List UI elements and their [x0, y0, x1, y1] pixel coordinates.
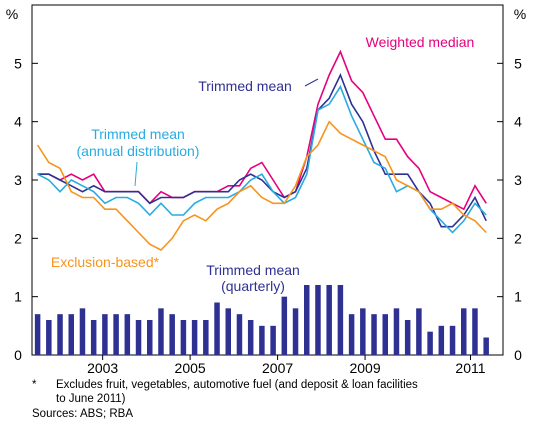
y-tick-label: 3: [514, 172, 522, 188]
bar: [382, 314, 388, 355]
x-tick-label: 2003: [87, 360, 118, 376]
bar: [113, 314, 119, 355]
bar: [102, 314, 108, 355]
bar: [34, 314, 41, 355]
bar: [438, 325, 445, 355]
series-label: Trimmed mean: [198, 78, 292, 94]
footnote: Excludes fruit, vegetables, automotive f…: [56, 379, 418, 391]
bar: [449, 325, 456, 355]
y-tick-label: 3: [14, 172, 22, 188]
plot-frame: [31, 4, 504, 356]
bar: [348, 314, 355, 355]
bar: [404, 320, 411, 355]
bar: [247, 320, 254, 355]
y-tick-label: 1: [514, 289, 522, 305]
bar: [79, 308, 86, 355]
bar: [371, 314, 377, 355]
y-tick-label: 2: [514, 230, 522, 246]
bar: [472, 308, 478, 355]
x-tick-label: 2009: [349, 360, 380, 376]
pointer: [304, 78, 319, 87]
y-unit-right: %: [514, 6, 526, 22]
bar: [180, 320, 187, 355]
y-unit-left: %: [6, 6, 18, 22]
bar: [270, 325, 276, 355]
y-tick-label: 5: [514, 55, 522, 71]
line: [37, 84, 487, 234]
bar: [416, 308, 422, 355]
footnote-marker: *: [32, 379, 37, 391]
y-tick-label: 5: [14, 55, 22, 71]
bar: [427, 331, 433, 355]
bar: [337, 285, 344, 355]
y-tick-label: 0: [514, 347, 522, 363]
bar: [147, 320, 153, 355]
bar: [214, 302, 220, 355]
series-note: (annual distribution): [77, 143, 200, 159]
x-tick-label: 2007: [262, 360, 293, 376]
footnote: to June 2011): [56, 393, 126, 405]
bar: [90, 320, 97, 355]
line: [37, 72, 487, 228]
y-tick-label: 0: [14, 347, 22, 363]
bar: [281, 296, 288, 355]
x-tick-label: 2011: [455, 360, 485, 376]
bar: [46, 320, 52, 355]
bar: [203, 320, 209, 355]
y-tick-label: 4: [14, 114, 22, 130]
series-label: Trimmed mean: [206, 262, 300, 278]
bar: [393, 308, 400, 355]
bar: [483, 337, 489, 355]
bar: [225, 308, 231, 355]
bar: [169, 314, 175, 355]
bar: [191, 320, 198, 355]
bar: [360, 308, 366, 355]
y-tick-label: 1: [14, 289, 22, 305]
series-label: Trimmed mean: [91, 126, 185, 142]
series-note: (quarterly): [221, 278, 285, 294]
bar: [292, 308, 299, 355]
bar: [259, 325, 265, 355]
series-label: Weighted median: [366, 34, 475, 50]
y-tick-label: 2: [14, 230, 22, 246]
series-label: Exclusion-based*: [51, 254, 160, 270]
bar: [315, 285, 321, 355]
x-tick-label: 2005: [175, 360, 206, 376]
bar: [68, 314, 74, 355]
source: Sources: ABS; RBA: [32, 408, 133, 420]
bar: [158, 308, 164, 355]
pointer: [134, 161, 138, 187]
bar: [124, 314, 131, 355]
bar: [461, 308, 467, 355]
bar: [236, 314, 243, 355]
bar: [304, 285, 310, 355]
bar: [57, 314, 63, 355]
bar: [135, 320, 142, 355]
line: [36, 120, 487, 251]
bar: [326, 285, 332, 355]
y-tick-label: 4: [514, 114, 522, 130]
